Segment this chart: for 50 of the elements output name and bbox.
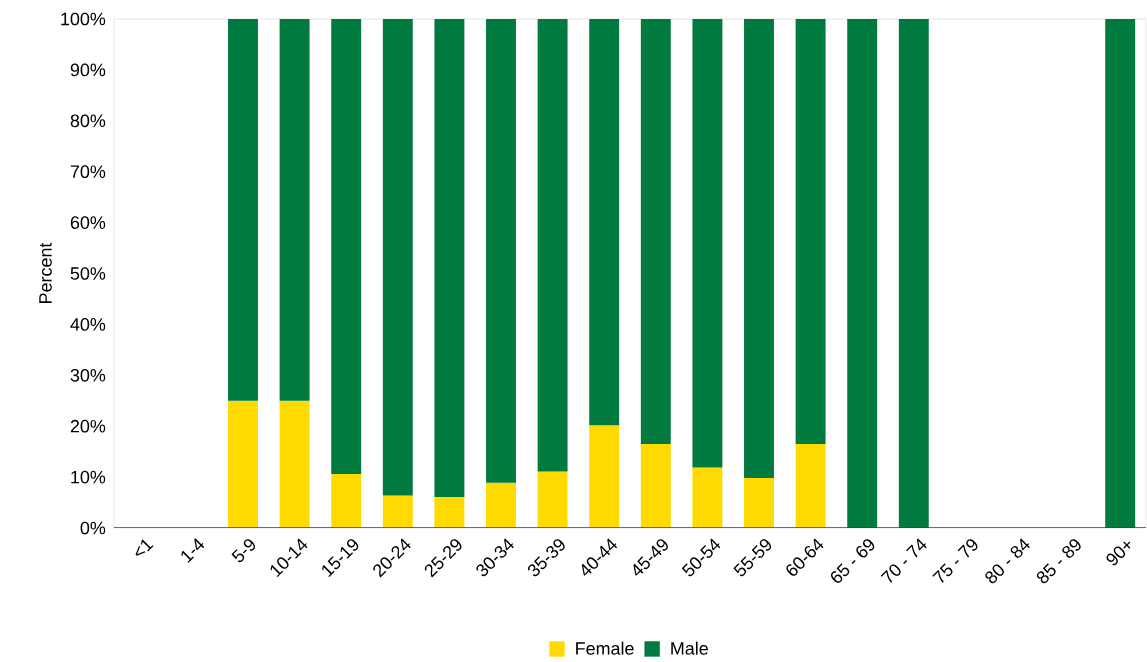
bar	[434, 18, 465, 497]
x-tick-label: 65 - 69	[830, 539, 875, 583]
bar	[228, 18, 258, 401]
y-tick-label: 10%	[71, 470, 106, 484]
bar	[537, 471, 568, 528]
y-axis-title: Percent	[39, 242, 52, 303]
bar	[795, 444, 826, 528]
bar	[382, 18, 413, 496]
bar	[486, 482, 516, 528]
y-tick-label: 50%	[70, 267, 106, 280]
x-tick-label: 1-4	[181, 538, 205, 563]
bar	[744, 18, 774, 479]
y-tick-label: 70%	[70, 165, 106, 179]
bar	[847, 18, 878, 528]
bar	[537, 18, 568, 472]
bar	[640, 444, 671, 528]
legend-label: Female	[576, 641, 634, 655]
bar	[692, 18, 723, 468]
bar	[279, 400, 310, 528]
bar	[589, 425, 620, 528]
y-tick-label: 0%	[80, 521, 106, 535]
bar	[331, 474, 362, 528]
y-tick-label: 60%	[70, 216, 106, 229]
x-tick-label: 90+	[1106, 541, 1131, 566]
bar	[486, 18, 516, 483]
y-tick-label: 30%	[70, 368, 106, 382]
bar	[331, 18, 362, 475]
bar	[382, 495, 413, 528]
x-tick-label: 5-9	[231, 539, 256, 563]
y-tick-label: 90%	[70, 63, 106, 77]
bar	[898, 18, 929, 528]
bar	[1105, 18, 1136, 528]
y-tick-label: 100%	[61, 12, 106, 26]
bar	[744, 478, 774, 528]
bar	[434, 496, 465, 528]
bar	[589, 18, 620, 426]
legend-label: Male	[671, 641, 708, 655]
bar	[692, 467, 723, 528]
x-tick-label: 85 - 89	[1036, 539, 1081, 584]
x-tick-label: 70 - 74	[880, 538, 927, 583]
y-tick-label: 40%	[70, 318, 106, 331]
y-tick-label: 20%	[70, 419, 106, 433]
x-tick-label: <1	[135, 539, 154, 556]
x-tick-label: 80 - 84	[985, 538, 1030, 584]
y-tick-label: 80%	[70, 114, 106, 128]
bar	[640, 18, 671, 445]
x-tick-label: 75 - 79	[932, 539, 978, 583]
bar	[279, 18, 310, 401]
bar	[228, 400, 258, 528]
bar	[795, 18, 826, 445]
